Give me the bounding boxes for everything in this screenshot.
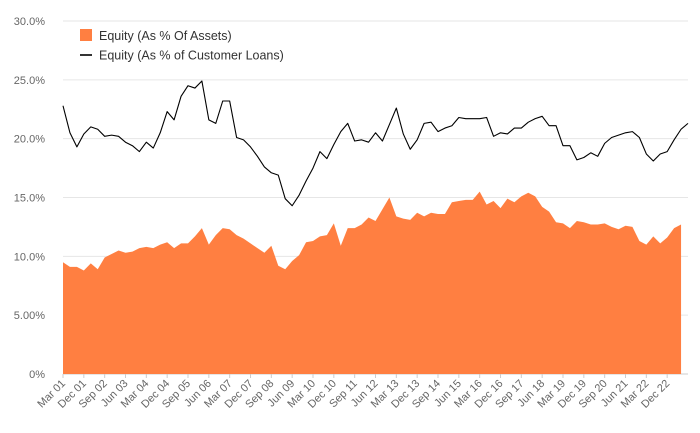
y-tick-label: 0% bbox=[29, 369, 45, 381]
legend-swatch-area bbox=[80, 29, 92, 41]
plot-area bbox=[62, 80, 689, 374]
series-area-equity-assets bbox=[63, 191, 682, 374]
y-tick-label: 25.0% bbox=[14, 75, 45, 87]
y-axis: 0% 5.00% 10.0% 15.0% 20.0% 25.0% 30.0% bbox=[14, 16, 45, 381]
y-tick-label: 20.0% bbox=[14, 134, 45, 146]
legend: Equity (As % Of Assets) Equity (As % of C… bbox=[80, 29, 284, 63]
y-tick-label: 15.0% bbox=[14, 193, 45, 205]
legend-label-area: Equity (As % Of Assets) bbox=[99, 29, 232, 43]
legend-label-line: Equity (As % of Customer Loans) bbox=[99, 49, 284, 63]
series-line-equity-loans bbox=[62, 80, 689, 207]
y-tick-label: 5.00% bbox=[14, 310, 45, 322]
y-tick-label: 30.0% bbox=[14, 16, 45, 28]
y-tick-label: 10.0% bbox=[14, 251, 45, 263]
